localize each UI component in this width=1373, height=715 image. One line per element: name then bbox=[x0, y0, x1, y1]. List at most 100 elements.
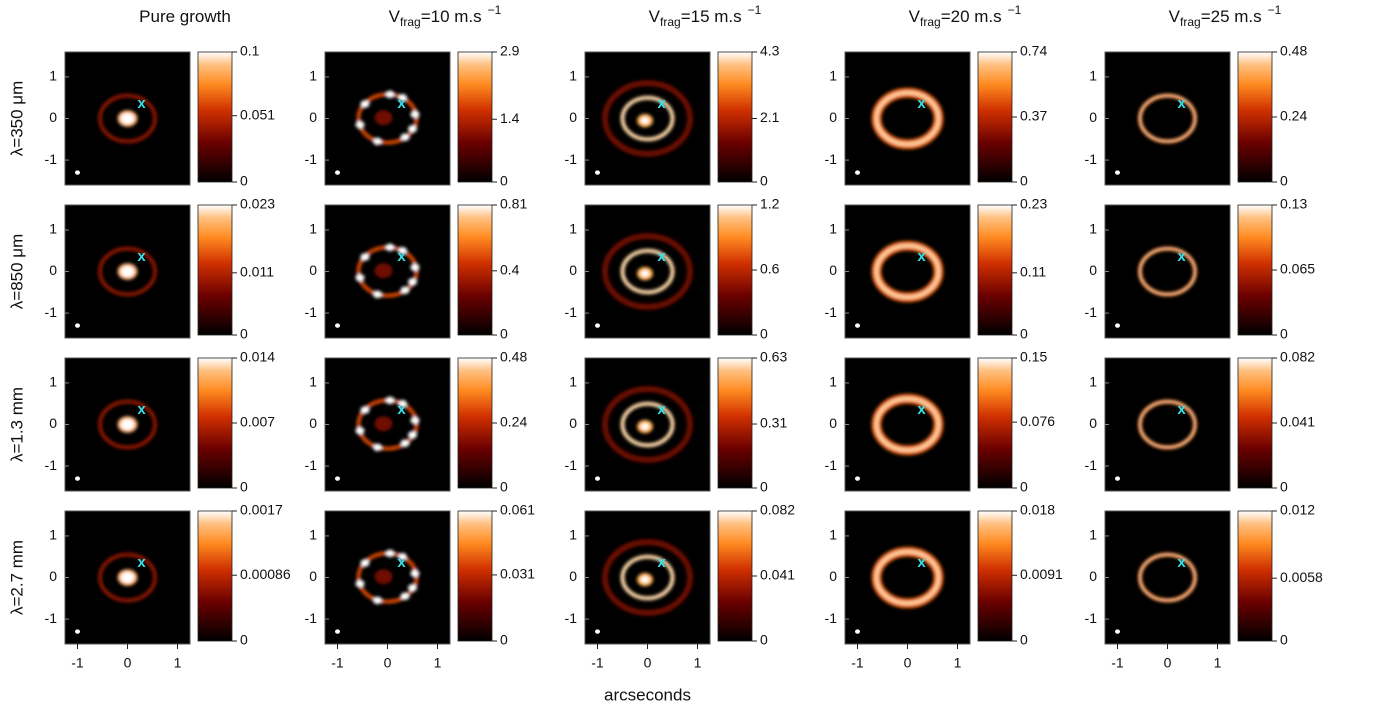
blob bbox=[386, 397, 395, 404]
blob bbox=[356, 427, 365, 434]
y-tick-label: 0 bbox=[49, 109, 57, 125]
colorbar-tick-label: 2.9 bbox=[500, 43, 520, 59]
blob bbox=[373, 138, 382, 145]
annotation: x bbox=[657, 95, 666, 112]
x-axis-label: arcseconds bbox=[604, 685, 691, 704]
annotation: x bbox=[137, 554, 146, 571]
blob bbox=[373, 597, 382, 604]
colorbar-tick-label: 0.13 bbox=[1280, 196, 1307, 212]
blob bbox=[411, 417, 420, 424]
x-tick-label: -1 bbox=[1111, 655, 1124, 671]
colorbar-tick-label: 0 bbox=[500, 173, 508, 189]
title-sup: −1 bbox=[488, 3, 502, 17]
annotation: x bbox=[917, 95, 926, 112]
colorbar-tick-label: 0.014 bbox=[240, 349, 275, 365]
row-label: λ=1.3 mm bbox=[7, 387, 26, 462]
title-rest: =20 m.s bbox=[941, 7, 1002, 26]
y-tick-label: 1 bbox=[49, 221, 57, 237]
y-tick-label: 0 bbox=[49, 568, 57, 584]
colorbar bbox=[978, 205, 1012, 335]
colorbar-tick-label: 0 bbox=[1280, 173, 1288, 189]
colorbar bbox=[978, 358, 1012, 488]
colorbar bbox=[1238, 205, 1272, 335]
y-tick-label: -1 bbox=[1085, 151, 1098, 167]
colorbar-tick-label: 0.37 bbox=[1020, 108, 1047, 124]
blob bbox=[361, 100, 370, 107]
blob bbox=[386, 91, 395, 98]
blob bbox=[641, 270, 649, 277]
beam bbox=[595, 629, 600, 633]
annotation: x bbox=[1177, 401, 1186, 418]
colorbar-tick-label: 0.31 bbox=[760, 415, 787, 431]
annotation: x bbox=[657, 248, 666, 265]
image bbox=[845, 358, 970, 491]
colorbar-tick-label: 1.4 bbox=[500, 110, 520, 126]
annotation: x bbox=[137, 95, 146, 112]
colorbar-tick-label: 0.018 bbox=[1020, 502, 1055, 518]
image bbox=[585, 205, 710, 338]
colorbar-tick-label: 0.041 bbox=[1280, 414, 1315, 430]
colorbar-tick-label: 0 bbox=[240, 632, 248, 648]
y-tick-label: 0 bbox=[829, 568, 837, 584]
y-tick-label: 0 bbox=[309, 109, 317, 125]
blob bbox=[401, 286, 410, 293]
colorbar-tick-label: 0 bbox=[760, 632, 768, 648]
beam bbox=[335, 476, 340, 480]
blob bbox=[401, 439, 410, 446]
blob bbox=[361, 406, 370, 413]
colorbar bbox=[198, 358, 232, 488]
y-tick-label: -1 bbox=[45, 457, 58, 473]
x-tick-label: 1 bbox=[434, 655, 442, 671]
y-tick-label: 1 bbox=[569, 374, 577, 390]
title-main: V bbox=[909, 7, 921, 26]
blob bbox=[408, 125, 417, 132]
colorbar-tick-label: 0 bbox=[1020, 479, 1028, 495]
title-sub: frag bbox=[920, 15, 941, 29]
blob bbox=[375, 263, 393, 278]
beam bbox=[855, 476, 860, 480]
blob bbox=[121, 266, 134, 277]
image bbox=[585, 358, 710, 491]
colorbar-tick-label: 0.0058 bbox=[1280, 569, 1323, 585]
image bbox=[845, 52, 970, 185]
column-title: Vfrag=15 m.s−1 bbox=[649, 3, 762, 29]
title-rest: =25 m.s bbox=[1201, 7, 1262, 26]
blob bbox=[361, 253, 370, 260]
image-bg bbox=[1105, 205, 1230, 338]
title-rest: =15 m.s bbox=[681, 7, 742, 26]
colorbar-tick-label: 0.11 bbox=[1020, 264, 1046, 280]
title-main: Pure growth bbox=[139, 7, 231, 26]
colorbar bbox=[718, 205, 752, 335]
colorbar-tick-label: 0 bbox=[1280, 479, 1288, 495]
blob bbox=[356, 274, 365, 281]
y-tick-label: -1 bbox=[45, 610, 58, 626]
colorbar bbox=[198, 52, 232, 182]
annotation: x bbox=[917, 554, 926, 571]
beam bbox=[855, 170, 860, 174]
y-tick-label: 1 bbox=[1089, 68, 1097, 84]
blob bbox=[386, 244, 395, 251]
image bbox=[1105, 205, 1230, 338]
annotation: x bbox=[397, 554, 406, 571]
blob bbox=[375, 110, 393, 125]
blob bbox=[641, 576, 649, 583]
column-title: Vfrag=25 m.s−1 bbox=[1169, 3, 1282, 29]
title-main: V bbox=[649, 7, 661, 26]
row-label: λ=850 μm bbox=[7, 234, 26, 309]
colorbar-tick-label: 0.63 bbox=[760, 349, 787, 365]
y-tick-label: 1 bbox=[309, 68, 317, 84]
x-tick-label: -1 bbox=[851, 655, 864, 671]
blob bbox=[121, 572, 134, 583]
colorbar bbox=[718, 52, 752, 182]
y-tick-label: 0 bbox=[1089, 109, 1097, 125]
colorbar bbox=[198, 511, 232, 641]
x-tick-label: 0 bbox=[1164, 655, 1172, 671]
colorbar bbox=[978, 52, 1012, 182]
y-tick-label: 0 bbox=[569, 568, 577, 584]
beam bbox=[335, 170, 340, 174]
colorbar-tick-label: 0 bbox=[240, 173, 248, 189]
title-sub: frag bbox=[400, 15, 421, 29]
colorbar-tick-label: 4.3 bbox=[760, 43, 780, 59]
colorbar bbox=[978, 511, 1012, 641]
beam bbox=[855, 629, 860, 633]
